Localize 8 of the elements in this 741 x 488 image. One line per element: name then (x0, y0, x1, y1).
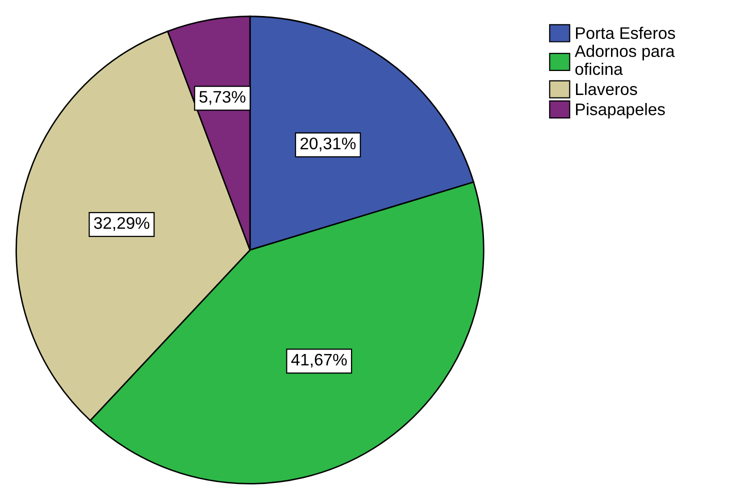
data-label: 41,67% (291, 354, 347, 368)
data-label: 5,73% (199, 90, 246, 105)
data-label: 20,31% (300, 138, 356, 152)
legend-label: Porta Esferos (576, 26, 676, 39)
legend-label: Llaveros (576, 82, 638, 96)
legend-label: Adornos para oficina (574, 44, 675, 75)
data-label: 32,29% (94, 217, 150, 231)
legend-label: Pisapapeles (576, 102, 665, 119)
